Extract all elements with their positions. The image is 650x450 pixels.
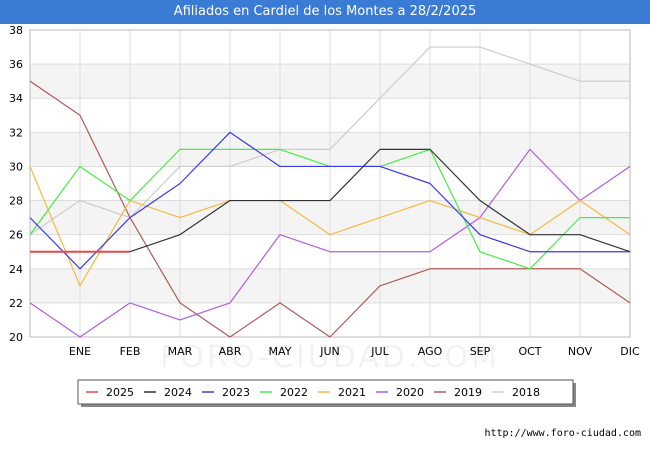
legend-label-2025: 2025 [106, 386, 134, 399]
legend-label-2024: 2024 [164, 386, 192, 399]
x-tick-label: JUL [370, 345, 389, 358]
legend: 2025 2024 2023 2022 2021 2020 2019 2018 [77, 379, 576, 407]
y-tick-label: 20 [9, 331, 23, 344]
legend-label-2022: 2022 [280, 386, 308, 399]
x-tick-label: FEB [120, 345, 141, 358]
x-tick-label: MAR [168, 345, 193, 358]
y-tick-label: 26 [9, 229, 23, 242]
legend-label-2021: 2021 [338, 386, 366, 399]
x-tick-label: OCT [518, 345, 541, 358]
series-line-2023 [29, 131, 630, 270]
x-tick-label: NOV [568, 345, 593, 358]
y-tick-label: 28 [9, 195, 23, 208]
y-tick-label: 38 [9, 24, 23, 37]
x-tick-label: SEP [470, 345, 491, 358]
chart-title: Afiliados en Cardiel de los Montes a 28/… [0, 0, 650, 24]
y-tick-label: 24 [9, 263, 23, 276]
y-tick-label: 36 [9, 58, 23, 71]
x-tick-label: DIC [620, 345, 640, 358]
series-line-2020 [29, 148, 631, 338]
series-lines [29, 46, 631, 338]
x-tick-label: ENE [69, 345, 91, 358]
source-credit: http://www.foro-ciudad.com [484, 428, 641, 439]
x-tick-label: AGO [418, 345, 443, 358]
y-tick-label: 22 [9, 297, 23, 310]
watermark: FORO-CIUDAD.COM [160, 340, 500, 375]
y-tick-label: 32 [9, 126, 23, 139]
y-tick-label: 34 [9, 92, 23, 105]
y-tick-label: 30 [9, 160, 23, 173]
y-axis-ticks: 20 22 24 26 28 30 32 34 36 38 [9, 24, 23, 344]
x-tick-label: JUN [319, 345, 340, 358]
legend-label-2018: 2018 [512, 386, 540, 399]
x-tick-label: ABR [219, 345, 242, 358]
legend-label-2019: 2019 [454, 386, 482, 399]
legend-label-2023: 2023 [222, 386, 250, 399]
legend-label-2020: 2020 [396, 386, 424, 399]
x-axis-ticks: ENE FEB MAR ABR MAY JUN JUL AGO SEP OCT NOV DIC [69, 345, 640, 358]
x-tick-label: MAY [269, 345, 292, 358]
